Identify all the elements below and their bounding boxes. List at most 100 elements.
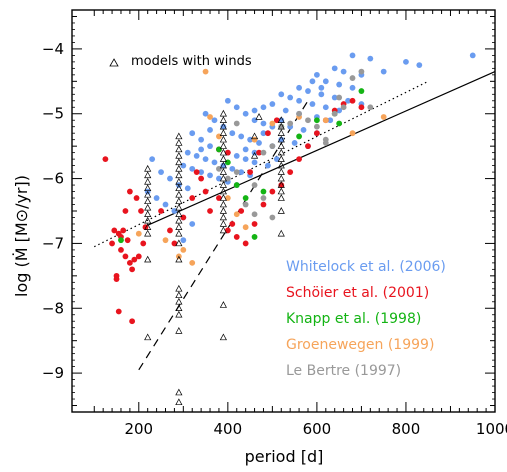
- y-tick-label: −5: [42, 105, 64, 123]
- model-point: [277, 187, 285, 195]
- model-point: [277, 161, 285, 169]
- data-point: [313, 117, 320, 124]
- data-point: [138, 208, 144, 214]
- model-point: [277, 229, 285, 237]
- data-point: [322, 104, 329, 111]
- data-point: [278, 123, 285, 130]
- x-axis-label: period [d]: [245, 447, 324, 466]
- model-point: [175, 171, 183, 179]
- models-legend-text: models with winds: [131, 54, 252, 69]
- data-point: [265, 162, 271, 169]
- data-point: [305, 143, 311, 150]
- data-point: [251, 211, 258, 218]
- model-point: [219, 194, 227, 201]
- data-point: [287, 120, 294, 127]
- data-point: [233, 211, 240, 218]
- data-point: [149, 156, 156, 163]
- axis-ticks: [72, 9, 496, 413]
- data-point: [207, 114, 213, 120]
- data-point: [207, 143, 213, 150]
- series-knapp: [118, 88, 365, 244]
- data-point: [198, 136, 205, 143]
- data-point: [171, 240, 178, 247]
- model-point: [175, 255, 183, 263]
- data-point: [224, 195, 231, 201]
- model-point: [175, 229, 183, 237]
- data-point: [126, 188, 133, 195]
- data-point: [322, 78, 329, 85]
- model-point: [144, 216, 152, 224]
- data-point: [133, 195, 140, 201]
- data-point: [349, 75, 356, 81]
- legend: Whitelock et al. (2006) Schöier et al. (2…: [286, 259, 446, 379]
- data-point: [278, 136, 285, 143]
- data-point: [118, 247, 124, 253]
- model-point: [144, 229, 152, 237]
- model-point: [219, 135, 227, 143]
- data-point: [242, 195, 249, 201]
- data-point: [331, 110, 338, 117]
- data-point: [296, 156, 302, 163]
- data-point: [251, 136, 258, 143]
- data-point: [349, 52, 356, 59]
- data-point: [224, 227, 231, 234]
- y-tick-label: −9: [42, 364, 64, 382]
- y-tick-label: −4: [42, 40, 64, 58]
- data-point: [224, 149, 231, 156]
- model-point: [144, 190, 152, 198]
- model-point: [175, 177, 183, 185]
- data-point: [242, 156, 249, 163]
- data-point: [260, 188, 267, 195]
- data-point: [251, 159, 258, 166]
- data-point: [269, 120, 276, 127]
- data-point: [153, 195, 160, 201]
- series-models: [144, 109, 285, 406]
- data-point: [111, 227, 118, 234]
- model-point: [175, 310, 183, 318]
- model-point: [277, 129, 285, 136]
- data-point: [189, 259, 196, 266]
- data-point: [233, 104, 240, 111]
- data-point: [282, 107, 289, 114]
- data-point: [469, 52, 476, 59]
- data-point: [251, 182, 258, 188]
- model-point: [175, 197, 183, 205]
- data-point: [269, 143, 276, 150]
- data-point: [229, 165, 236, 172]
- data-point: [242, 224, 249, 231]
- plot-area: [93, 52, 496, 406]
- models-legend-marker: [109, 58, 119, 67]
- data-point: [180, 247, 187, 253]
- data-point: [287, 94, 294, 101]
- data-point: [142, 224, 149, 231]
- model-point: [277, 148, 285, 156]
- data-point: [193, 152, 200, 159]
- data-point: [216, 175, 222, 182]
- data-point: [189, 165, 196, 172]
- model-point: [175, 398, 183, 406]
- model-point: [144, 210, 152, 217]
- data-point: [122, 208, 129, 214]
- data-point: [233, 169, 240, 175]
- model-point: [175, 203, 183, 211]
- data-point: [349, 130, 356, 137]
- model-point: [175, 327, 183, 334]
- data-point: [358, 104, 365, 111]
- x-tick-label: 600: [303, 420, 332, 438]
- data-point: [260, 120, 267, 127]
- data-point: [211, 117, 218, 124]
- data-point: [202, 110, 209, 117]
- model-point: [175, 216, 183, 224]
- tick-labels: 200 400 600 800 1000 −4 −5 −6 −7 −8 −9: [42, 40, 507, 438]
- data-point: [158, 169, 164, 175]
- data-point: [313, 123, 320, 130]
- data-point: [260, 104, 267, 111]
- data-point: [122, 253, 129, 260]
- data-point: [242, 110, 249, 117]
- data-point: [124, 237, 131, 244]
- model-point: [219, 181, 227, 188]
- x-tick-label: 200: [124, 420, 153, 438]
- data-point: [340, 104, 347, 111]
- data-point: [238, 133, 245, 140]
